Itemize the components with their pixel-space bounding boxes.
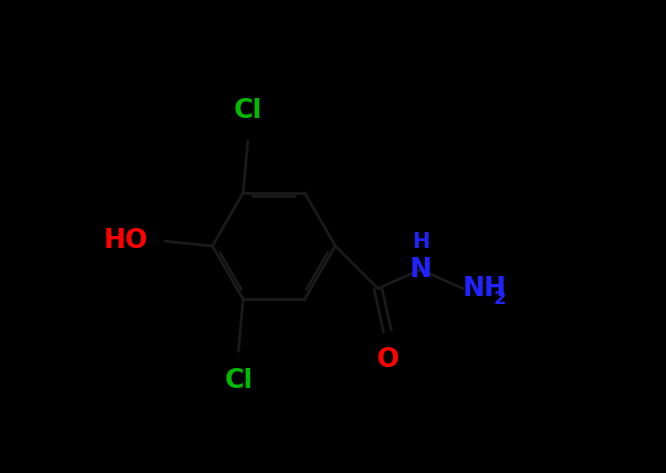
Text: N: N — [410, 257, 432, 282]
Text: O: O — [376, 347, 399, 373]
Text: NH: NH — [463, 276, 507, 301]
Text: HO: HO — [104, 228, 149, 254]
Text: H: H — [412, 232, 429, 252]
Text: 2: 2 — [494, 290, 506, 308]
Text: Cl: Cl — [224, 368, 252, 394]
Text: Cl: Cl — [234, 98, 262, 124]
